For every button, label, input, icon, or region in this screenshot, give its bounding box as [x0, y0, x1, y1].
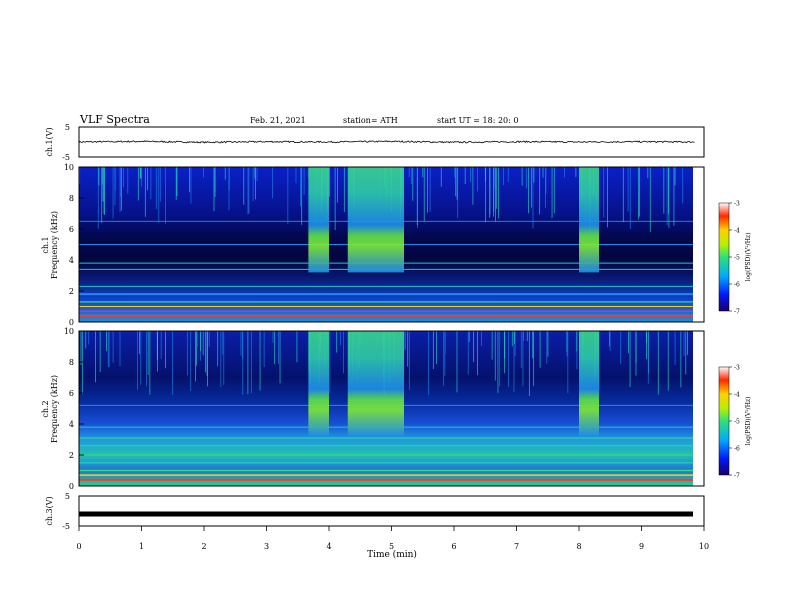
ch3-ytick-bottom: -5: [62, 522, 70, 531]
ytick-label: 0: [69, 482, 74, 491]
ch1-spectrogram-panel: 0 2 4 6 8 10 ch.1 Frequency (kHz): [41, 163, 705, 327]
ch1-ytick-bottom: -5: [62, 153, 70, 162]
colorbar-tick-label: -3: [734, 365, 740, 372]
figure-title: VLF Spectra: [79, 113, 150, 126]
ytick-label: 6: [69, 225, 74, 234]
ytick-label: 8: [69, 194, 74, 203]
ch2-frequency-label: Frequency (kHz): [50, 375, 59, 443]
burst-region-2: [347, 331, 404, 437]
colorbar-tick-label: -3: [734, 201, 740, 208]
ytick-label: 8: [69, 358, 74, 367]
x-axis-label: Time (min): [367, 549, 417, 560]
ch3-ytick-top: 5: [65, 492, 70, 501]
colorbar-tick-label: -4: [734, 392, 740, 399]
colorbar-tick-label: -5: [734, 419, 740, 426]
burst-region-1: [308, 331, 329, 437]
burst-region-3: [579, 167, 599, 273]
ytick-label: 4: [69, 256, 74, 265]
xtick-label: 0: [76, 542, 81, 551]
ch1-frequency-label: Frequency (kHz): [50, 211, 59, 279]
xtick-label: 2: [201, 542, 206, 551]
ytick-label: 10: [64, 163, 74, 172]
burst-region-2: [347, 167, 404, 273]
colorbar-tick-label: -5: [734, 255, 740, 262]
date-label: Feb. 21, 2021: [250, 116, 306, 125]
xtick-label: 5: [389, 542, 394, 551]
colorbar-tick-label: -6: [734, 446, 740, 453]
ch1-waveform-panel: 5 -5 ch.1(V): [45, 123, 705, 162]
ch1-ytick-top: 5: [65, 123, 70, 132]
colorbar-2: -3 -4 -5 -6 -7 log(PSD)(V²/Hz): [718, 365, 752, 480]
colorbar-tick-label: -7: [734, 473, 740, 480]
ytick-label: 0: [69, 318, 74, 327]
xtick-label: 7: [514, 542, 519, 551]
ch2-channel-label: ch.2: [41, 400, 50, 417]
ytick-label: 2: [69, 451, 74, 460]
colorbar-1: -3 -4 -5 -6 -7 log(PSD)(V²/Hz): [718, 201, 752, 316]
xtick-label: 8: [576, 542, 581, 551]
burst-region-3: [579, 331, 599, 437]
ytick-label: 4: [69, 420, 74, 429]
ch3-ylabel: ch.3(V): [45, 496, 54, 525]
xtick-label: 10: [699, 542, 709, 551]
ytick-label: 6: [69, 389, 74, 398]
ch2-spectrogram-panel: 0 2 4 6 8 10 ch.2 Frequency (kHz): [41, 327, 705, 491]
xtick-label: 3: [264, 542, 269, 551]
colorbar-tick-label: -4: [734, 228, 740, 235]
ch1-waveform-line: [78, 140, 695, 144]
ytick-label: 10: [64, 327, 74, 336]
ch3-waveform-panel: 5 -5 ch.3(V): [45, 492, 705, 531]
ch1-ylabel: ch.1(V): [45, 127, 54, 156]
ch3-waveform-line: [79, 511, 693, 517]
colorbar-tick-label: -6: [734, 282, 740, 289]
station-label: station= ATH: [343, 116, 398, 125]
burst-region-1: [308, 167, 329, 273]
xtick-label: 6: [451, 542, 456, 551]
colorbar-tick-label: -7: [734, 309, 740, 316]
colorbar-1-label: log(PSD)(V²/Hz): [745, 233, 752, 282]
xtick-label: 4: [326, 542, 331, 551]
start-time-label: start UT = 18: 20: 0: [437, 116, 518, 125]
ch1-channel-label: ch.1: [41, 236, 50, 253]
xtick-label: 9: [639, 542, 644, 551]
colorbar-2-label: log(PSD)(V²/Hz): [745, 397, 752, 446]
ytick-label: 2: [69, 287, 74, 296]
xtick-label: 1: [139, 542, 144, 551]
